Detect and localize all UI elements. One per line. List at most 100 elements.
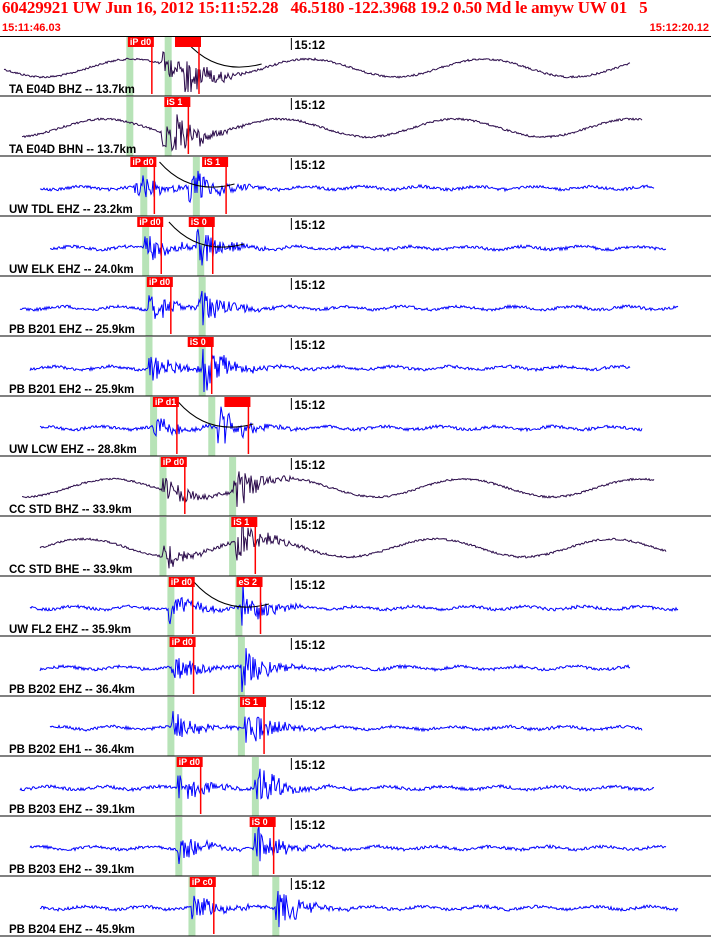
pick-flag [164, 97, 191, 107]
pick-label: iS 1 [204, 157, 220, 167]
pick-label: iS 0 [191, 217, 207, 227]
trace-row[interactable]: 15:12 iP c0 PB B204 EHZ -- 45.9km [0, 877, 711, 937]
pick-label: iS 0 [252, 817, 268, 827]
station-label: PB B204 EHZ -- 45.9km [9, 924, 135, 936]
station-label: TA E04D BHZ -- 13.7km [9, 84, 135, 96]
waveform [39, 648, 631, 693]
pick-label: iP d0 [163, 457, 184, 467]
pick-window [229, 457, 237, 516]
station-label: PB B202 EHZ -- 36.4km [9, 684, 135, 696]
pick-flag [202, 157, 229, 167]
waveform [3, 51, 631, 93]
pick-window [208, 397, 216, 456]
theoretical-arrival-curve [186, 41, 262, 68]
minute-label: 15:12 [294, 698, 325, 712]
pick-window [126, 97, 134, 156]
pick-flag [146, 277, 173, 287]
pick-window [251, 757, 259, 816]
pick-window [229, 517, 237, 576]
pick-label: iP d0 [171, 577, 192, 587]
minute-label: 15:12 [294, 158, 325, 172]
pick-flag [130, 157, 157, 167]
waveform [22, 471, 655, 507]
trace-row[interactable]: 15:12 iS 1 PB B202 EH1 -- 36.4km [0, 697, 711, 757]
waveform [21, 114, 643, 152]
pick-flag [189, 877, 216, 887]
waveform [19, 290, 679, 326]
pick-window [159, 517, 167, 576]
pick-flag [187, 337, 214, 347]
pick-label: iP d0 [130, 37, 151, 47]
trace-row[interactable]: 15:12 iP d1 UW LCW EHZ -- 28.8km [0, 397, 711, 457]
minute-label: 15:12 [294, 818, 325, 832]
station-label: UW FL2 EHZ -- 35.9km [9, 624, 131, 636]
station-label: PB B202 EH1 -- 36.4km [9, 744, 134, 756]
pick-label: iS 1 [233, 517, 249, 527]
trace-row[interactable]: 15:12 iP d0 PB B202 EHZ -- 36.4km [0, 637, 711, 697]
pick-window [145, 277, 153, 336]
station-label: CC STD BHE -- 33.9km [9, 564, 132, 576]
minute-label: 15:12 [294, 338, 325, 352]
pick-flag [236, 577, 263, 587]
trace-row[interactable]: 15:12 iS 1 CC STD BHE -- 33.9km [0, 517, 711, 577]
station-label: TA E04D BHN -- 13.7km [9, 144, 136, 156]
trace-row[interactable]: 15:12 iP d0 iS 1 UW TDL EHZ -- 23.2km [0, 157, 711, 217]
pick-flag [240, 697, 267, 707]
pick-label: iS 0 [190, 337, 206, 347]
pick-label: iP d0 [149, 277, 170, 287]
trace-row[interactable]: 15:12 iS 0 PB B201 EH2 -- 25.9km [0, 337, 711, 397]
station-label: PB B203 EH2 -- 39.1km [9, 864, 134, 876]
pick-window [251, 817, 259, 876]
pick-label: iP d0 [172, 637, 193, 647]
pick-label: iP d1 [155, 397, 176, 407]
pick-flag [176, 757, 203, 767]
waveform [29, 348, 631, 393]
trace-row[interactable]: 15:12 iP d0 eS 2 UW FL2 EHZ -- 35.9km [0, 577, 711, 637]
pick-flag [152, 397, 179, 407]
trace-panel[interactable]: 15:12 iP d0 TA E04D BHZ -- 13.7km 15:12 iS 1… [0, 36, 711, 938]
minute-label: 15:12 [294, 758, 325, 772]
trace-row[interactable]: 15:12 iP d0 PB B203 EHZ -- 39.1km [0, 757, 711, 817]
pick-flag [231, 517, 258, 527]
theoretical-arrival-curve [177, 401, 254, 428]
pick-window [167, 577, 175, 636]
minute-label: 15:12 [294, 458, 325, 472]
pick-window [272, 877, 280, 936]
trace-row[interactable]: 15:12 iP d0 CC STD BHZ -- 33.9km [0, 457, 711, 517]
pick-label: iP c0 [192, 877, 213, 887]
trace-row[interactable]: 15:12 iS 0 PB B203 EH2 -- 39.1km [0, 817, 711, 877]
pick-window [164, 97, 172, 156]
minute-label: 15:12 [294, 38, 325, 52]
pick-label: iP d0 [139, 217, 160, 227]
pick-flag [168, 577, 195, 587]
station-label: PB B203 EHZ -- 39.1km [9, 804, 135, 816]
waveform [49, 711, 643, 743]
station-label: UW LCW EHZ -- 28.8km [9, 444, 137, 456]
pick-window [188, 877, 196, 936]
pick-window [126, 37, 134, 96]
trace-row[interactable]: 15:12 iP d0 PB B201 EHZ -- 25.9km [0, 277, 711, 337]
trace-row[interactable]: 15:12 iS 1 TA E04D BHN -- 13.7km [0, 97, 711, 157]
pick-flag [224, 397, 251, 407]
waveform [39, 521, 667, 569]
pick-flag [188, 217, 215, 227]
waveform [19, 768, 655, 800]
pick-window [175, 817, 183, 876]
station-label: UW ELK EHZ -- 24.0km [9, 264, 134, 276]
minute-label: 15:12 [294, 218, 325, 232]
pick-window [150, 397, 158, 456]
station-label: UW TDL EHZ -- 23.2km [9, 204, 133, 216]
minute-label: 15:12 [294, 278, 325, 292]
trace-row[interactable]: 15:12 iP d0 iS 0 UW ELK EHZ -- 24.0km [0, 217, 711, 277]
waveform [39, 890, 679, 928]
trace-row[interactable]: 15:12 iP d0 TA E04D BHZ -- 13.7km [0, 37, 711, 97]
theoretical-arrival-curve [168, 221, 245, 248]
minute-label: 15:12 [294, 578, 325, 592]
pick-label: iS 1 [242, 697, 258, 707]
waveform [39, 406, 643, 444]
pick-window [140, 157, 148, 216]
station-label: PB B201 EH2 -- 25.9km [9, 384, 134, 396]
pick-flag [127, 37, 154, 47]
minute-label: 15:12 [294, 878, 325, 892]
